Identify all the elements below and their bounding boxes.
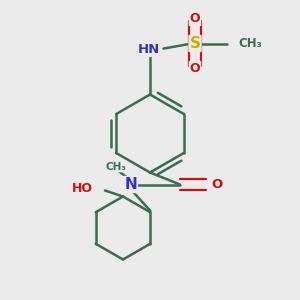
Text: S: S [190,36,200,51]
Text: HN: HN [137,43,160,56]
Text: O: O [190,12,200,25]
Text: CH₃: CH₃ [238,37,262,50]
Text: O: O [190,62,200,75]
Text: HO: HO [72,182,93,196]
Text: CH₃: CH₃ [105,161,126,172]
Text: N: N [124,177,137,192]
Text: O: O [211,178,222,191]
